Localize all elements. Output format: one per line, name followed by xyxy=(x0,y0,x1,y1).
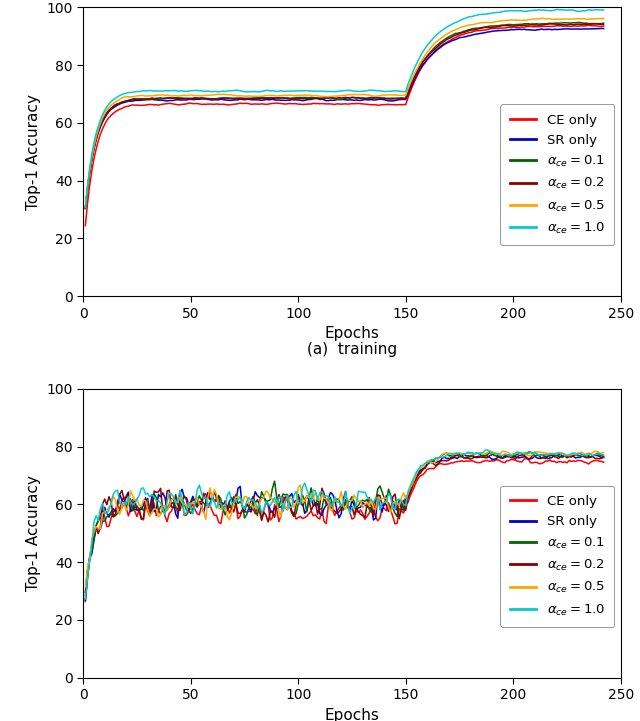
X-axis label: Epochs: Epochs xyxy=(324,708,380,721)
Legend: CE only, SR only, $\alpha_{ce} = 0.1$, $\alpha_{ce} = 0.2$, $\alpha_{ce} = 0.5$,: CE only, SR only, $\alpha_{ce} = 0.1$, $… xyxy=(500,105,614,245)
Y-axis label: Top-1 Accuracy: Top-1 Accuracy xyxy=(26,475,41,591)
Legend: CE only, SR only, $\alpha_{ce} = 0.1$, $\alpha_{ce} = 0.2$, $\alpha_{ce} = 0.5$,: CE only, SR only, $\alpha_{ce} = 0.1$, $… xyxy=(500,486,614,627)
Text: (a)  training: (a) training xyxy=(307,342,397,358)
Y-axis label: Top-1 Accuracy: Top-1 Accuracy xyxy=(26,94,41,210)
X-axis label: Epochs: Epochs xyxy=(324,326,380,341)
